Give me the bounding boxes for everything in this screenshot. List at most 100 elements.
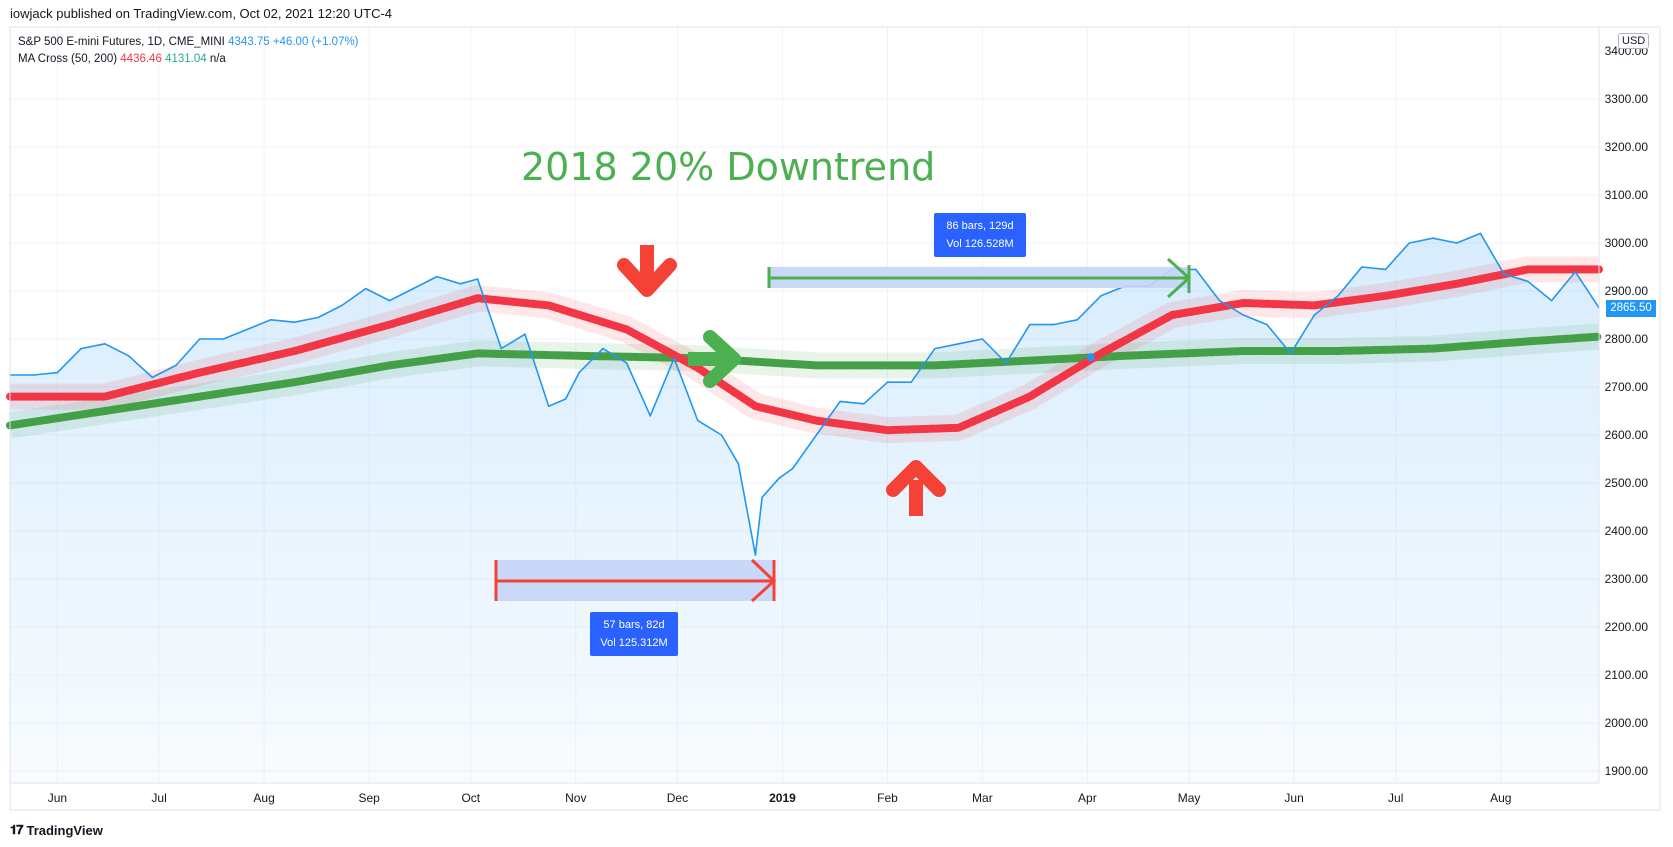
drawing-annotations[interactable]: 2018 20% Downtrend	[494, 145, 1192, 603]
x-tick-label: Apr	[1078, 791, 1097, 805]
recovery-range-volume: Vol 126.528M	[946, 238, 1014, 250]
y-tick-label: 2100.00	[1605, 668, 1649, 682]
price-point	[815, 434, 818, 436]
price-point	[886, 381, 889, 384]
crossover-marker	[1086, 353, 1095, 362]
price-point	[1266, 323, 1268, 326]
price-point	[459, 283, 462, 285]
price-point	[104, 343, 106, 345]
price-point	[1242, 314, 1245, 316]
price-point	[1550, 299, 1553, 302]
price-point	[198, 338, 201, 340]
legend-third-value: n/a	[209, 53, 226, 65]
price-point	[293, 321, 296, 324]
price-point	[476, 278, 479, 280]
legend-symbol-price: 4343.75	[228, 36, 270, 48]
price-area-fill	[10, 233, 1599, 783]
price-point	[839, 400, 841, 403]
x-tick-label: Aug	[1490, 791, 1511, 805]
price-point	[412, 287, 415, 290]
y-tick-label: 3100.00	[1605, 188, 1649, 202]
decline-range-arrowhead	[750, 558, 777, 603]
price-point	[524, 333, 526, 336]
footer-brand[interactable]: 𝟏𝟕 TradingView	[10, 822, 103, 838]
price-point	[1218, 299, 1221, 302]
currency-badge[interactable]: USD	[1618, 33, 1650, 49]
legend-indicator-row[interactable]: MA Cross (50, 200) 4436.46 4131.04 n/a	[18, 51, 359, 68]
price-point	[175, 364, 177, 367]
price-point	[341, 304, 343, 307]
price-point	[388, 299, 391, 302]
legend-ma200-value: 4131.04	[165, 53, 207, 65]
price-point	[673, 357, 675, 360]
plot-area	[6, 232, 1603, 783]
y-tick-label: 2700.00	[1605, 380, 1649, 394]
price-point	[697, 419, 699, 422]
x-tick-label: Mar	[972, 791, 993, 805]
price-point	[80, 347, 82, 350]
x-tick-label: Jun	[1284, 791, 1303, 805]
price-point	[1195, 268, 1197, 271]
price-point	[778, 477, 780, 480]
price-point	[127, 355, 130, 357]
price-point	[981, 338, 984, 340]
published-caption: iowjack published on TradingView.com, Oc…	[10, 6, 393, 21]
price-point	[222, 338, 225, 340]
price-point	[547, 405, 550, 408]
price-point	[364, 287, 367, 290]
price-point	[649, 415, 652, 417]
price-point	[1432, 237, 1434, 239]
x-tick-label: Jun	[48, 791, 67, 805]
price-point	[32, 374, 35, 376]
tradingview-logo-icon: 𝟏𝟕	[10, 822, 24, 837]
arrow-right-icon	[688, 330, 741, 388]
y-tick-label: 2800.00	[1605, 332, 1649, 346]
y-tick-label: 2600.00	[1605, 428, 1649, 442]
y-tick-label: 2400.00	[1605, 524, 1649, 538]
y-tick-label: 3300.00	[1605, 92, 1649, 106]
recovery-range-arrowhead	[1166, 257, 1192, 299]
price-point	[564, 398, 567, 400]
recovery-range-tooltip: 86 bars, 129d Vol 126.528M	[934, 213, 1026, 257]
price-point	[317, 316, 320, 319]
x-tick-label: Dec	[667, 791, 688, 805]
price-point	[436, 275, 438, 278]
x-tick-label: Nov	[565, 791, 586, 805]
legend-symbol-change: +46.00 (+1.07%)	[272, 36, 359, 48]
price-point	[578, 371, 580, 374]
price-point	[602, 347, 604, 350]
price-point	[761, 496, 763, 499]
arrow-down-icon	[617, 245, 677, 297]
chart-axes: 1900.00 2000.00 2100.00 2200.00 2300.00 2400.…	[9, 26, 1661, 811]
decline-range-bars: 57 bars, 82d	[603, 619, 665, 631]
price-point	[1574, 271, 1577, 273]
y-tick-label: 2900.00	[1605, 284, 1649, 298]
price-point	[1337, 295, 1339, 297]
footer-brand-name: TradingView	[26, 822, 103, 838]
y-tick-label: 3200.00	[1605, 140, 1649, 154]
price-point	[1100, 295, 1102, 297]
price-point	[1289, 352, 1292, 355]
legend-ma50-value: 4436.46	[120, 53, 162, 65]
y-tick-label: 2300.00	[1605, 572, 1649, 586]
y-tick-label: 2000.00	[1605, 716, 1649, 730]
y-tick-label: 2500.00	[1605, 476, 1649, 490]
price-point	[863, 403, 865, 405]
price-point	[957, 343, 960, 345]
price-point	[1455, 242, 1458, 244]
x-tick-label: Oct	[461, 791, 480, 805]
chart-legend: S&P 500 E-mini Futures, 1D, CME_MINI 434…	[18, 34, 359, 68]
x-tick-label: Sep	[358, 791, 380, 805]
x-tick-label: Jul	[151, 791, 166, 805]
ma50-line	[6, 265, 1603, 435]
x-tick-label: Jul	[1388, 791, 1403, 805]
y-tick-label: 3000.00	[1605, 236, 1649, 250]
price-point	[1076, 319, 1078, 321]
recovery-range-bars: 86 bars, 129d	[946, 220, 1014, 232]
price-point	[934, 347, 936, 350]
price-point	[791, 467, 794, 470]
price-point	[1313, 314, 1316, 316]
price-point	[1052, 323, 1055, 326]
legend-symbol-row[interactable]: S&P 500 E-mini Futures, 1D, CME_MINI 434…	[18, 34, 359, 51]
